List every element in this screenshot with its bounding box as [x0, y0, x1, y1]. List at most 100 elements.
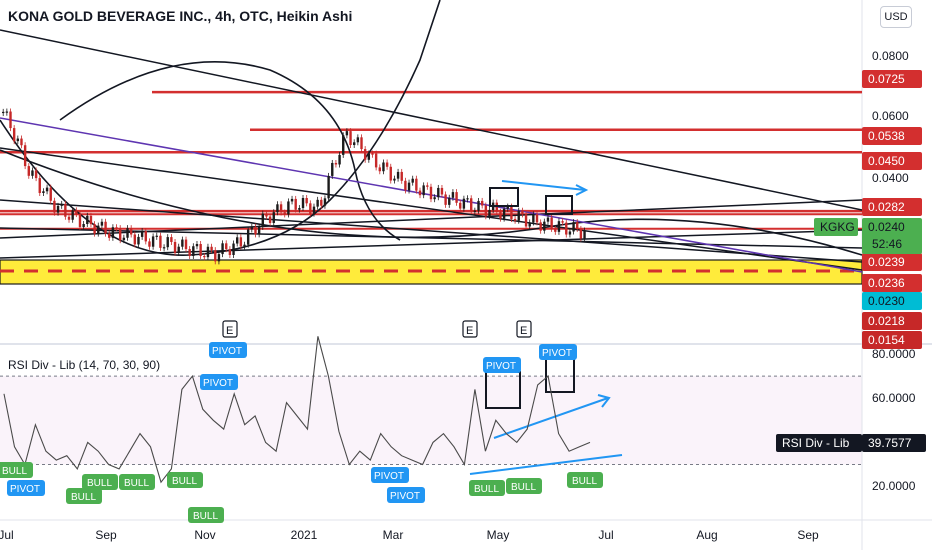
candle	[455, 192, 458, 203]
price-level-label: 0.0218	[868, 314, 905, 328]
rsi-last-label: RSI Div - Lib	[782, 436, 850, 450]
candle	[353, 142, 356, 146]
bull-marker	[82, 474, 118, 490]
event-mark-label: E	[226, 325, 233, 337]
candle	[389, 166, 392, 181]
candle	[517, 210, 520, 221]
price-level-label: 0.0154	[868, 333, 905, 347]
candle	[418, 190, 422, 196]
arc-drawing	[59, 61, 401, 241]
candle	[470, 198, 473, 211]
candle	[199, 244, 202, 257]
bull-label: BULL	[193, 511, 218, 522]
bull-marker	[167, 472, 203, 488]
candle	[82, 223, 85, 228]
bull-marker	[506, 478, 542, 494]
time-axis-tick: May	[487, 528, 510, 542]
candle	[360, 137, 363, 150]
candle	[228, 249, 232, 255]
pivot-marker	[7, 480, 45, 496]
chart-title: KONA GOLD BEVERAGE INC., 4h, OTC, Heikin…	[8, 8, 353, 24]
bull-label: BULL	[71, 492, 96, 503]
candle	[279, 204, 283, 213]
event-mark	[516, 320, 532, 338]
candle	[243, 244, 246, 247]
pivot-marker	[200, 374, 238, 390]
currency-button[interactable]: USD	[880, 6, 912, 28]
pivot-marker	[539, 344, 577, 360]
candle	[34, 170, 38, 179]
candle	[144, 230, 147, 242]
candle	[78, 214, 82, 228]
candle	[298, 208, 301, 210]
candle	[565, 222, 568, 235]
candle	[557, 221, 561, 232]
rsi-indicator-title[interactable]: RSI Div - Lib (14, 70, 30, 90)	[8, 358, 161, 372]
candle	[181, 239, 184, 247]
ticker-label: KGKG	[820, 220, 855, 234]
rsi-line	[3, 336, 591, 484]
trend-line	[0, 147, 863, 271]
candle	[104, 221, 107, 234]
candle	[532, 214, 535, 223]
candle	[546, 217, 550, 222]
candle	[433, 197, 436, 200]
candle	[444, 194, 447, 205]
price-level-tag	[862, 312, 922, 330]
candle	[162, 247, 166, 249]
candle	[294, 198, 297, 210]
candle	[115, 227, 118, 229]
price-level-tag	[862, 253, 922, 271]
price-level-label: 0.0538	[868, 129, 905, 143]
candle	[268, 216, 272, 223]
pivot-marker	[371, 467, 409, 483]
time-axis-tick: 2021	[291, 528, 318, 542]
candle	[572, 222, 575, 232]
trend-line	[0, 227, 863, 249]
rsi-last-value: 39.7577	[868, 436, 912, 450]
candle	[195, 244, 199, 247]
candle	[5, 111, 9, 113]
candle	[345, 131, 349, 136]
candle	[404, 180, 407, 191]
bull-label: BULL	[124, 478, 149, 489]
trend-line	[0, 199, 863, 239]
bull-marker	[469, 480, 505, 496]
highlight-box	[545, 195, 573, 215]
candle	[334, 162, 338, 165]
pivot-label: PIVOT	[390, 491, 420, 502]
candle	[20, 138, 23, 146]
price-level-label: 0.0230	[868, 294, 905, 308]
pivot-marker	[483, 357, 521, 373]
candle	[166, 237, 169, 248]
candle	[214, 250, 217, 262]
candle	[499, 211, 502, 219]
pivot-label: PIVOT	[486, 361, 516, 372]
candle	[426, 185, 429, 187]
candle	[129, 228, 133, 235]
bull-label: BULL	[172, 476, 197, 487]
price-level-tag	[862, 127, 922, 145]
candle	[188, 249, 191, 256]
bull-label: BULL	[87, 478, 112, 489]
candle	[338, 154, 341, 165]
candle	[356, 137, 360, 143]
bull-marker	[567, 472, 603, 488]
candle	[236, 237, 239, 244]
pivot-label: PIVOT	[374, 471, 404, 482]
candle	[173, 241, 177, 253]
event-mark-label: E	[520, 325, 527, 337]
bull-label: BULL	[2, 466, 27, 477]
candle	[437, 187, 440, 198]
candle	[93, 224, 96, 234]
rsi-axis-tick: 20.0000	[872, 479, 916, 493]
candle	[502, 208, 506, 219]
candle	[159, 235, 162, 248]
arrow-head	[575, 184, 589, 196]
price-level-tag	[862, 198, 922, 216]
candle	[67, 216, 71, 220]
candle	[451, 192, 455, 198]
price-axis-tick: 0.0800	[872, 49, 909, 63]
candle	[543, 221, 546, 231]
